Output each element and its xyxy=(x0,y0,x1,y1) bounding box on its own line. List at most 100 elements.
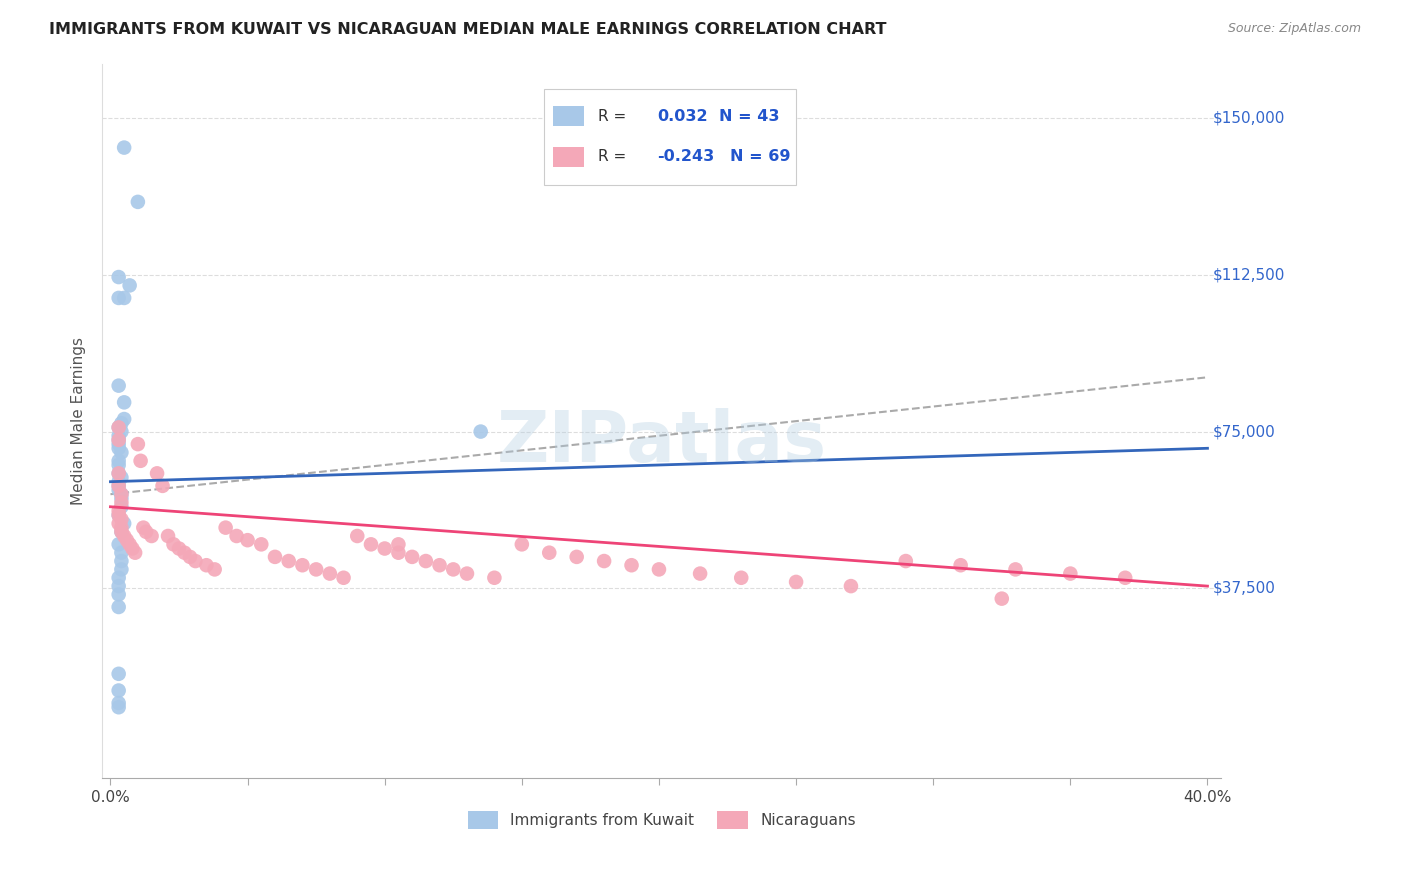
Point xyxy=(785,574,807,589)
Point xyxy=(1004,562,1026,576)
Point xyxy=(1114,571,1136,585)
Point xyxy=(894,554,917,568)
Point xyxy=(429,558,451,573)
Point xyxy=(167,541,190,556)
Point xyxy=(250,537,273,551)
Point xyxy=(319,566,342,581)
Point xyxy=(374,541,396,556)
Point xyxy=(112,395,135,409)
Point xyxy=(107,516,129,531)
Point xyxy=(135,524,157,539)
Point xyxy=(127,437,149,451)
Point xyxy=(107,666,129,681)
Point xyxy=(538,546,561,560)
Point xyxy=(118,278,141,293)
Point xyxy=(107,442,129,456)
Point xyxy=(689,566,711,581)
Point xyxy=(441,562,464,576)
Point xyxy=(152,479,174,493)
Point xyxy=(110,425,132,439)
Point xyxy=(110,521,132,535)
Point xyxy=(107,475,129,489)
Point xyxy=(415,554,437,568)
Point xyxy=(162,537,184,551)
Point xyxy=(179,549,201,564)
Point xyxy=(401,549,423,564)
Point xyxy=(264,549,287,564)
Text: R =: R = xyxy=(598,149,626,164)
Point xyxy=(112,291,135,305)
Point xyxy=(107,696,129,710)
Bar xyxy=(553,147,585,167)
Point xyxy=(110,487,132,501)
Point xyxy=(110,416,132,430)
Point xyxy=(620,558,643,573)
Point xyxy=(110,512,132,526)
Point xyxy=(484,571,506,585)
Point xyxy=(107,508,129,522)
Point xyxy=(346,529,368,543)
Point xyxy=(107,537,129,551)
Point xyxy=(107,683,129,698)
Point xyxy=(107,458,129,472)
Text: N = 43: N = 43 xyxy=(718,109,779,124)
Point xyxy=(107,504,129,518)
Point xyxy=(146,467,169,481)
Point xyxy=(107,479,129,493)
Point xyxy=(107,700,129,714)
Point xyxy=(214,521,236,535)
Point xyxy=(107,420,129,434)
Point xyxy=(110,491,132,506)
Point xyxy=(141,529,163,543)
Text: IMMIGRANTS FROM KUWAIT VS NICARAGUAN MEDIAN MALE EARNINGS CORRELATION CHART: IMMIGRANTS FROM KUWAIT VS NICARAGUAN MED… xyxy=(49,22,887,37)
Point xyxy=(648,562,671,576)
Point xyxy=(225,529,247,543)
Text: $112,500: $112,500 xyxy=(1213,268,1285,283)
Text: ZIPatlas: ZIPatlas xyxy=(496,408,827,477)
Text: $37,500: $37,500 xyxy=(1213,581,1275,596)
Point xyxy=(107,479,129,493)
Point xyxy=(107,467,129,481)
Point xyxy=(470,425,492,439)
Point xyxy=(110,546,132,560)
Point xyxy=(107,508,129,522)
Text: R =: R = xyxy=(598,109,626,124)
Text: -0.243: -0.243 xyxy=(657,149,714,164)
Point xyxy=(110,445,132,459)
Point xyxy=(112,529,135,543)
FancyBboxPatch shape xyxy=(544,89,796,186)
Point xyxy=(107,437,129,451)
Text: Source: ZipAtlas.com: Source: ZipAtlas.com xyxy=(1227,22,1361,36)
Point xyxy=(387,546,409,560)
Text: 0.032: 0.032 xyxy=(657,109,707,124)
Point xyxy=(110,524,132,539)
Point xyxy=(110,562,132,576)
Point xyxy=(107,270,129,285)
Bar xyxy=(553,106,585,126)
Point xyxy=(107,587,129,601)
Point xyxy=(360,537,382,551)
Point xyxy=(107,433,129,447)
Point xyxy=(456,566,478,581)
Text: N = 69: N = 69 xyxy=(730,149,790,164)
Point xyxy=(127,194,149,209)
Point xyxy=(277,554,299,568)
Point xyxy=(121,541,143,556)
Point xyxy=(991,591,1014,606)
Point xyxy=(107,571,129,585)
Point xyxy=(236,533,259,548)
Point xyxy=(112,516,135,531)
Point xyxy=(107,579,129,593)
Point xyxy=(107,433,129,447)
Point xyxy=(110,495,132,509)
Point xyxy=(118,537,141,551)
Text: $150,000: $150,000 xyxy=(1213,111,1285,126)
Point xyxy=(204,562,226,576)
Point xyxy=(305,562,328,576)
Point xyxy=(124,546,146,560)
Point xyxy=(195,558,218,573)
Point xyxy=(730,571,752,585)
Legend: Immigrants from Kuwait, Nicaraguans: Immigrants from Kuwait, Nicaraguans xyxy=(461,805,862,835)
Text: $75,000: $75,000 xyxy=(1213,424,1275,439)
Point xyxy=(110,470,132,484)
